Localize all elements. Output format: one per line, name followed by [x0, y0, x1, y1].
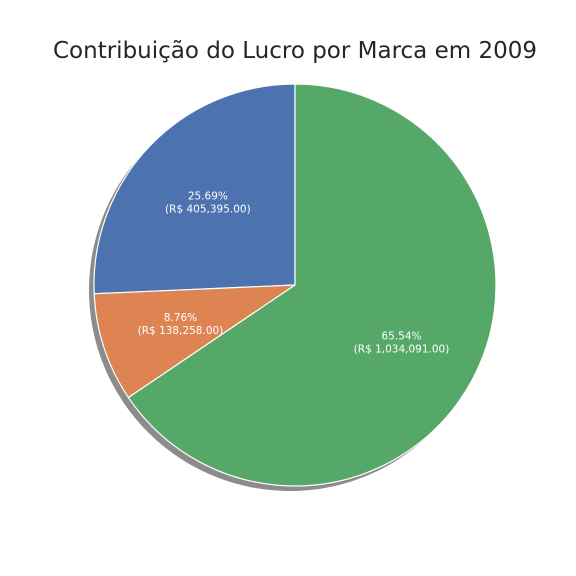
pie-slice-1: [93, 284, 296, 399]
slice-percent-label-2: 65.54%: [381, 331, 421, 343]
slice-percent-label-0: 25.69%: [188, 191, 228, 203]
chart-title: Contribuição do Lucro por Marca em 2009: [53, 38, 537, 64]
pie-slice-0: [93, 83, 296, 295]
pie-slice-2: [127, 83, 497, 487]
slice-value-label-1: (R$ 138,258.00): [138, 325, 224, 337]
slice-value-label-0: (R$ 405,395.00): [165, 204, 251, 216]
slice-value-label-2: (R$ 1,034,091.00): [354, 344, 450, 356]
slice-percent-label-1: 8.76%: [164, 312, 197, 324]
